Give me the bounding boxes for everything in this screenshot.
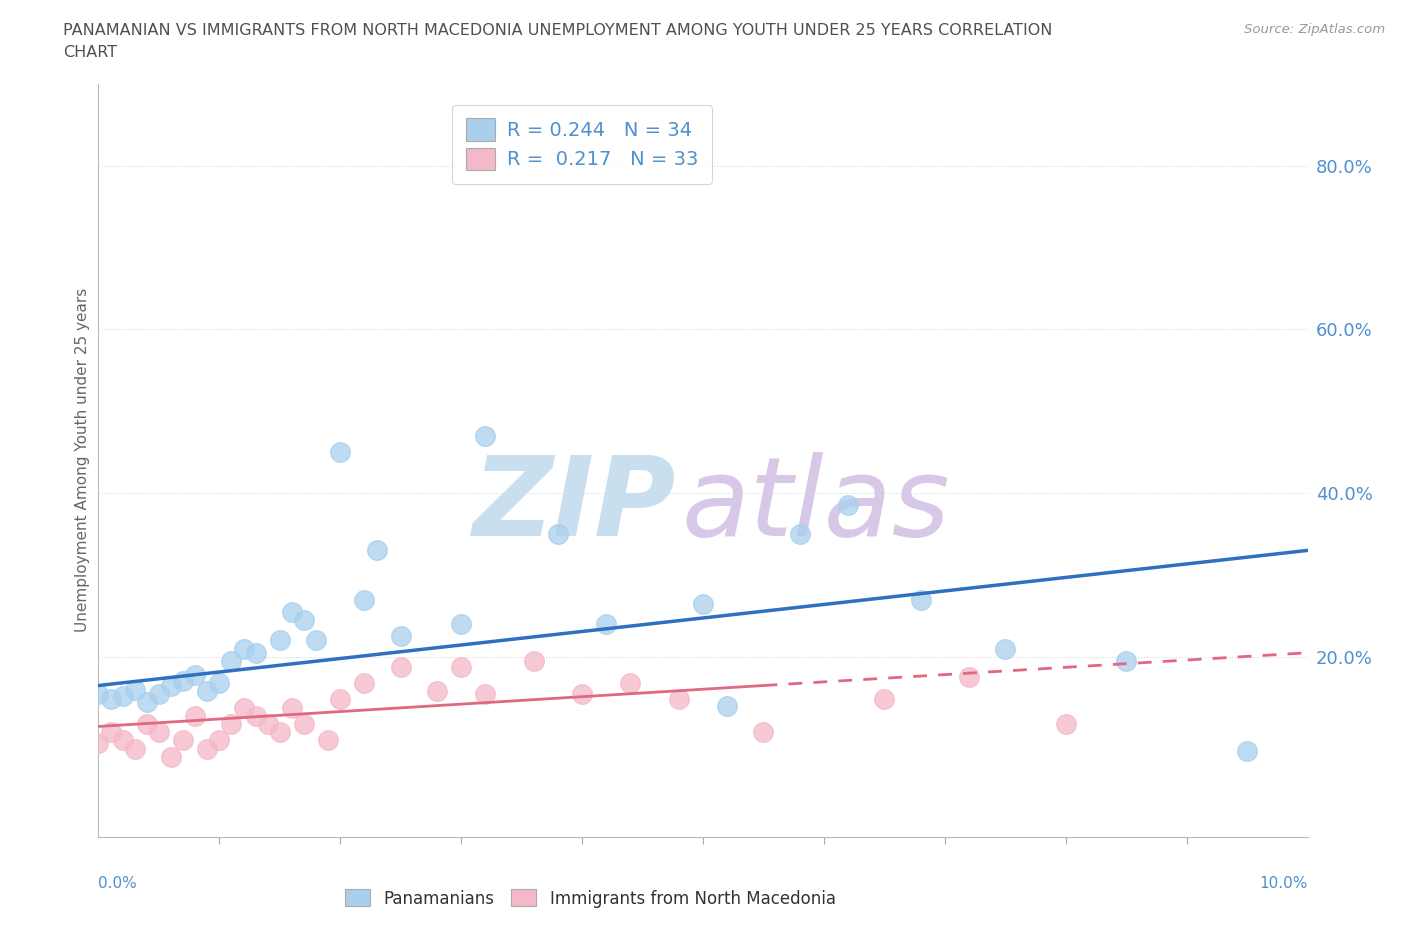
- Point: [1115, 654, 1137, 669]
- Point: [87, 736, 110, 751]
- Point: [474, 429, 496, 444]
- Point: [148, 724, 170, 739]
- Point: [305, 633, 328, 648]
- Point: [523, 654, 546, 669]
- Point: [692, 596, 714, 611]
- Point: [232, 700, 254, 715]
- Point: [195, 684, 218, 698]
- Point: [789, 526, 811, 541]
- Point: [1054, 717, 1077, 732]
- Point: [837, 498, 859, 512]
- Point: [292, 613, 315, 628]
- Point: [595, 617, 617, 631]
- Point: [366, 543, 388, 558]
- Legend: Panamanians, Immigrants from North Macedonia: Panamanians, Immigrants from North Maced…: [339, 883, 842, 914]
- Point: [281, 604, 304, 619]
- Point: [172, 674, 194, 689]
- Point: [269, 633, 291, 648]
- Point: [221, 717, 243, 732]
- Point: [160, 678, 183, 693]
- Point: [232, 642, 254, 657]
- Point: [87, 686, 110, 701]
- Point: [873, 692, 896, 707]
- Point: [195, 741, 218, 756]
- Point: [292, 717, 315, 732]
- Point: [450, 659, 472, 674]
- Point: [184, 709, 207, 724]
- Point: [547, 526, 569, 541]
- Point: [111, 733, 134, 748]
- Point: [329, 445, 352, 459]
- Point: [353, 675, 375, 690]
- Point: [619, 675, 641, 690]
- Point: [329, 692, 352, 707]
- Point: [124, 683, 146, 698]
- Point: [148, 686, 170, 701]
- Legend: R = 0.244   N = 34, R =  0.217   N = 33: R = 0.244 N = 34, R = 0.217 N = 33: [453, 105, 711, 183]
- Point: [389, 659, 412, 674]
- Point: [571, 686, 593, 701]
- Point: [389, 629, 412, 644]
- Point: [353, 592, 375, 607]
- Text: 0.0%: 0.0%: [98, 876, 138, 891]
- Point: [208, 733, 231, 748]
- Point: [716, 698, 738, 713]
- Point: [245, 709, 267, 724]
- Text: PANAMANIAN VS IMMIGRANTS FROM NORTH MACEDONIA UNEMPLOYMENT AMONG YOUTH UNDER 25 : PANAMANIAN VS IMMIGRANTS FROM NORTH MACE…: [63, 23, 1053, 38]
- Point: [426, 684, 449, 698]
- Point: [450, 617, 472, 631]
- Point: [269, 724, 291, 739]
- Point: [474, 686, 496, 701]
- Point: [316, 733, 339, 748]
- Point: [245, 645, 267, 660]
- Point: [135, 717, 157, 732]
- Point: [957, 670, 980, 684]
- Text: ZIP: ZIP: [472, 452, 676, 559]
- Point: [184, 668, 207, 683]
- Point: [208, 675, 231, 690]
- Point: [111, 689, 134, 704]
- Point: [124, 741, 146, 756]
- Point: [100, 724, 122, 739]
- Text: Source: ZipAtlas.com: Source: ZipAtlas.com: [1244, 23, 1385, 36]
- Point: [135, 695, 157, 710]
- Point: [994, 642, 1017, 657]
- Point: [1236, 744, 1258, 759]
- Point: [281, 700, 304, 715]
- Text: atlas: atlas: [682, 452, 950, 559]
- Point: [256, 717, 278, 732]
- Point: [752, 724, 775, 739]
- Point: [160, 750, 183, 764]
- Text: 10.0%: 10.0%: [1260, 876, 1308, 891]
- Y-axis label: Unemployment Among Youth under 25 years: Unemployment Among Youth under 25 years: [75, 288, 90, 632]
- Point: [100, 692, 122, 707]
- Point: [172, 733, 194, 748]
- Point: [668, 692, 690, 707]
- Point: [221, 654, 243, 669]
- Point: [910, 592, 932, 607]
- Text: CHART: CHART: [63, 45, 117, 60]
